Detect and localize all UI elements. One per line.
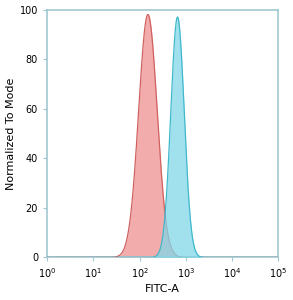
Y-axis label: Normalized To Mode: Normalized To Mode — [6, 77, 16, 190]
X-axis label: FITC-A: FITC-A — [145, 284, 180, 294]
